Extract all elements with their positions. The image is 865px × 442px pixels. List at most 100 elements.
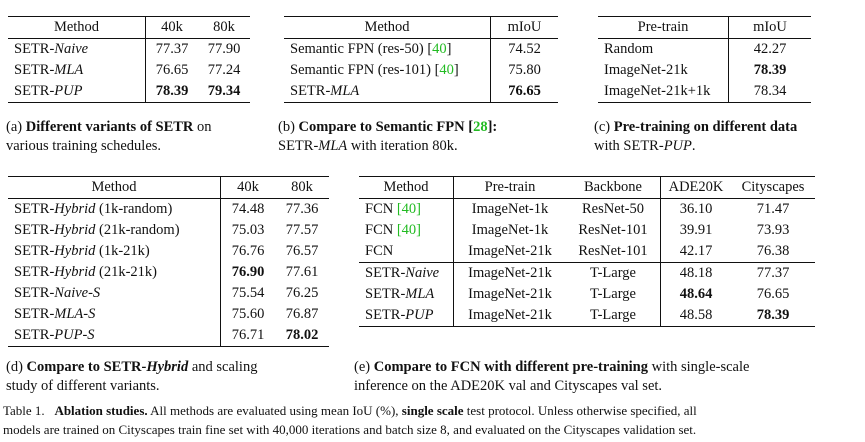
table-row: SETR-MLA 76.65 bbox=[284, 81, 558, 103]
table-d-header-method: Method bbox=[8, 176, 221, 199]
table-row: Semantic FPN (res-101) [40] 75.80 bbox=[284, 60, 558, 81]
caption-text: on bbox=[193, 119, 212, 135]
table-e-cell: 48.58 bbox=[679, 307, 713, 323]
table-e-cell: ResNet-101 bbox=[566, 220, 661, 241]
caption-label: (b) bbox=[278, 119, 299, 135]
table-e-cell: ImageNet-1k bbox=[471, 201, 549, 217]
method-prefix: SETR- bbox=[365, 265, 406, 281]
table-d-method: SETR-Hybrid (21k-random) bbox=[8, 220, 221, 241]
citation-link[interactable]: [40] bbox=[396, 201, 422, 217]
table-c-pretrain: Random bbox=[598, 38, 729, 60]
table-d-method: SETR-Hybrid (21k-21k) bbox=[8, 262, 221, 283]
table-caption: Table 1. Ablation studies. All methods a… bbox=[3, 401, 863, 439]
table-e-header-backbone: Backbone bbox=[566, 176, 661, 199]
caption-text: with SETR- bbox=[594, 138, 664, 154]
method-prefix: SETR- bbox=[14, 41, 55, 57]
table-e-cell: ResNet-101 bbox=[566, 241, 661, 263]
table-a: Method 40k 80k SETR-Naive 77.37 77.90 SE… bbox=[8, 16, 250, 103]
method-prefix: SETR- bbox=[14, 62, 55, 78]
table-a-cell: 76.65 bbox=[155, 62, 189, 78]
citation-link[interactable]: 40 bbox=[432, 41, 447, 57]
table-e: Method Pre-train Backbone ADE20K Citysca… bbox=[359, 176, 815, 327]
table-d-cell: 75.54 bbox=[231, 285, 265, 301]
method-prefix: SETR- bbox=[14, 83, 55, 99]
table-caption-bold: Ablation studies. bbox=[54, 403, 148, 418]
caption-italic: PUP bbox=[663, 138, 692, 154]
caption-text: with single-scale bbox=[647, 359, 750, 375]
table-e-cell: 48.18 bbox=[679, 265, 713, 281]
table-b-method: SETR-MLA bbox=[284, 81, 491, 103]
caption-text: and scaling bbox=[188, 359, 258, 375]
method-variant: Hybrid bbox=[54, 201, 96, 217]
table-d-method: SETR-Hybrid (1k-random) bbox=[8, 198, 221, 220]
table-row: SETR-MLA ImageNet-21k T-Large 48.64 76.6… bbox=[359, 284, 815, 305]
table-row: SETR-PUP-S 76.71 78.02 bbox=[8, 325, 329, 347]
caption-bold: Pre-training on different data bbox=[613, 119, 798, 135]
table-row: SETR-Naive 77.37 77.90 bbox=[8, 38, 250, 60]
method-text: FCN bbox=[365, 222, 397, 238]
table-d-cell: 77.61 bbox=[285, 264, 319, 280]
table-e-cell: ImageNet-21k bbox=[468, 243, 552, 259]
table-row: SETR-MLA-S 75.60 76.87 bbox=[8, 304, 329, 325]
caption-bold: Compare to SETR- bbox=[26, 359, 147, 375]
table-a-header-40k: 40k bbox=[161, 19, 183, 35]
table-d-cell: 75.03 bbox=[231, 222, 265, 238]
table-a-method: SETR-PUP bbox=[8, 81, 146, 103]
table-a-cell: 78.39 bbox=[155, 83, 189, 99]
method-variant: Naive bbox=[405, 265, 440, 281]
table-e-header-ade: ADE20K bbox=[668, 179, 724, 195]
table-e-header-pretrain: Pre-train bbox=[484, 179, 536, 195]
method-variant: PUP-S bbox=[54, 327, 95, 343]
table-caption-text: test protocol. Unless otherwise specifie… bbox=[463, 403, 697, 418]
table-e-cell: T-Large bbox=[566, 284, 661, 305]
caption-label: (c) bbox=[594, 119, 614, 135]
method-prefix: SETR- bbox=[365, 286, 406, 302]
table-row: SETR-PUP 78.39 79.34 bbox=[8, 81, 250, 103]
table-e-cell: 39.91 bbox=[679, 222, 713, 238]
method-text: FCN bbox=[365, 243, 394, 259]
citation-link[interactable]: 28 bbox=[473, 119, 488, 135]
table-b-method: Semantic FPN (res-101) [40] bbox=[284, 60, 491, 81]
caption-label: (a) bbox=[6, 119, 26, 135]
table-d-method: SETR-Naive-S bbox=[8, 283, 221, 304]
method-prefix: SETR- bbox=[14, 285, 55, 301]
table-d-caption: (d) Compare to SETR-Hybrid and scaling s… bbox=[6, 358, 342, 396]
table-d-cell: 75.60 bbox=[231, 306, 265, 322]
table-d-cell: 76.25 bbox=[285, 285, 319, 301]
method-suffix: (21k-random) bbox=[95, 222, 180, 238]
table-e-cell: 78.39 bbox=[756, 307, 790, 323]
table-a-header-method: Method bbox=[8, 16, 146, 39]
citation-link[interactable]: [40] bbox=[396, 222, 422, 238]
table-e-header-method: Method bbox=[359, 176, 454, 199]
bracket: ] bbox=[453, 62, 459, 78]
method-suffix: (1k-21k) bbox=[95, 243, 150, 259]
table-c-header-pretrain: Pre-train bbox=[598, 16, 729, 39]
table-row: SETR-Hybrid (21k-random) 75.03 77.57 bbox=[8, 220, 329, 241]
table-row: SETR-Hybrid (1k-random) 74.48 77.36 bbox=[8, 198, 329, 220]
method-text: Semantic FPN (res-50) [ bbox=[290, 41, 433, 57]
table-row: SETR-Hybrid (1k-21k) 76.76 76.57 bbox=[8, 241, 329, 262]
table-row: SETR-Naive ImageNet-21k T-Large 48.18 77… bbox=[359, 262, 815, 284]
table-a-header-row: Method 40k 80k bbox=[8, 16, 250, 39]
table-d-cell: 78.02 bbox=[285, 327, 319, 343]
table-d: Method 40k 80k SETR-Hybrid (1k-random) 7… bbox=[8, 176, 329, 347]
table-a-caption: (a) Different variants of SETR on variou… bbox=[6, 118, 268, 156]
caption-bold-italic: Hybrid bbox=[146, 359, 189, 375]
table-e-method: FCN [40] bbox=[359, 220, 454, 241]
method-variant: MLA bbox=[330, 83, 360, 99]
method-prefix: SETR- bbox=[14, 327, 55, 343]
table-row: FCN [40] ImageNet-1k ResNet-101 39.91 73… bbox=[359, 220, 815, 241]
table-row: Random 42.27 bbox=[598, 38, 811, 60]
table-e-header-city: Cityscapes bbox=[741, 179, 805, 195]
table-e-cell: ResNet-50 bbox=[566, 198, 661, 220]
table-e-cell: 76.38 bbox=[756, 243, 790, 259]
table-e-cell: ImageNet-21k bbox=[468, 265, 552, 281]
citation-link[interactable]: 40 bbox=[439, 62, 454, 78]
table-e-caption: (e) Compare to FCN with different pre-tr… bbox=[354, 358, 862, 396]
table-row: FCN ImageNet-21k ResNet-101 42.17 76.38 bbox=[359, 241, 815, 263]
table-e-cell: T-Large bbox=[566, 262, 661, 284]
table-c-caption: (c) Pre-training on different data with … bbox=[594, 118, 862, 156]
method-prefix: SETR- bbox=[14, 306, 55, 322]
method-variant: MLA bbox=[405, 286, 435, 302]
table-d-cell: 77.36 bbox=[285, 201, 319, 217]
